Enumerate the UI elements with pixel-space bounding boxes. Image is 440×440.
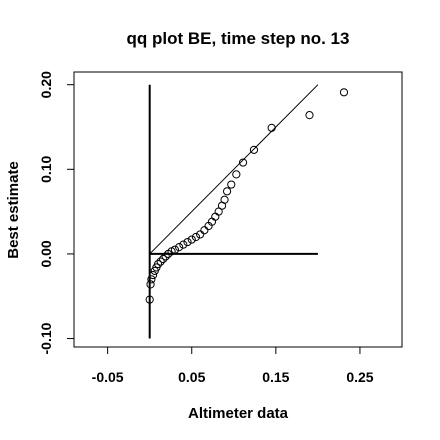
x-tick-label: -0.05	[92, 369, 124, 385]
data-point	[156, 257, 165, 266]
reference-lines	[148, 84, 319, 339]
data-point	[175, 243, 184, 252]
data-point	[170, 245, 180, 254]
data-point	[148, 270, 158, 280]
data-points	[145, 88, 349, 304]
data-point	[220, 195, 229, 204]
data-point	[159, 254, 168, 264]
y-tick-label: 0.10	[38, 155, 54, 182]
x-tick-label: 0.25	[346, 369, 373, 385]
data-point	[339, 88, 349, 97]
identity-line	[149, 84, 319, 255]
data-point	[191, 232, 201, 242]
y-axis: -0.10 0.00 0.10 0.20	[38, 71, 75, 354]
data-point	[183, 237, 192, 247]
data-point	[196, 230, 205, 239]
y-tick-label: -0.10	[38, 322, 54, 354]
data-point	[145, 295, 154, 304]
data-point	[222, 187, 232, 196]
data-point	[179, 240, 188, 249]
data-point	[187, 235, 196, 244]
data-point	[154, 259, 163, 269]
data-point	[146, 280, 155, 289]
x-axis-label: Altimeter data	[188, 405, 289, 422]
data-point	[200, 226, 209, 235]
data-point	[238, 158, 248, 167]
chart-title: qq plot BE, time step no. 13	[127, 29, 350, 48]
data-point	[227, 180, 236, 189]
data-point	[147, 275, 156, 284]
data-point	[305, 111, 314, 120]
y-tick-label: 0.00	[38, 240, 54, 267]
data-point	[211, 212, 220, 221]
data-point	[161, 252, 170, 261]
y-tick-label: 0.20	[38, 71, 54, 98]
x-tick-label: 0.05	[178, 369, 205, 385]
data-point	[232, 170, 241, 179]
x-tick-label: 0.15	[262, 369, 289, 385]
data-point	[249, 145, 259, 154]
data-point	[267, 123, 276, 132]
x-axis: -0.05 0.05 0.15 0.25	[92, 346, 374, 385]
y-axis-label: Best estimate	[5, 161, 22, 259]
plot-frame	[73, 71, 403, 348]
